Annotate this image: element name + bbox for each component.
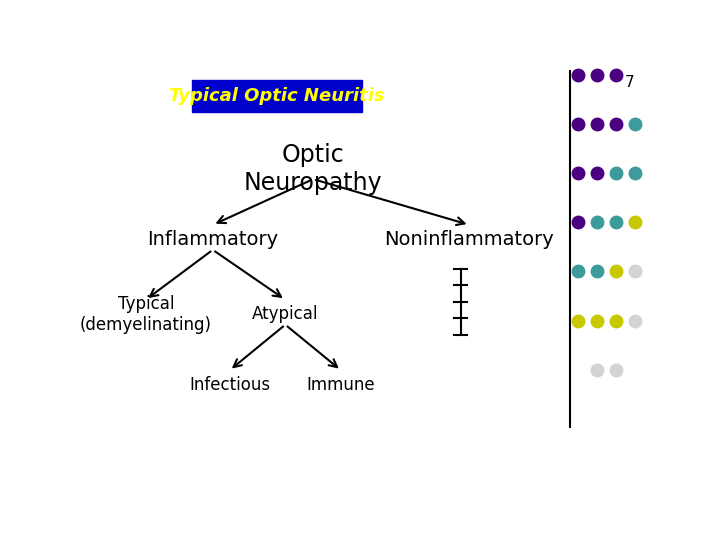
Text: Optic
Neuropathy: Optic Neuropathy xyxy=(244,143,382,194)
FancyBboxPatch shape xyxy=(192,80,362,112)
Text: Noninflammatory: Noninflammatory xyxy=(384,230,554,249)
Text: 7: 7 xyxy=(624,75,634,90)
Text: Infectious: Infectious xyxy=(189,376,270,394)
Text: Atypical: Atypical xyxy=(252,305,318,323)
Text: Inflammatory: Inflammatory xyxy=(147,230,279,249)
Text: Typical Optic Neuritis: Typical Optic Neuritis xyxy=(169,87,384,105)
Text: Typical
(demyelinating): Typical (demyelinating) xyxy=(80,295,212,334)
Text: Immune: Immune xyxy=(307,376,375,394)
